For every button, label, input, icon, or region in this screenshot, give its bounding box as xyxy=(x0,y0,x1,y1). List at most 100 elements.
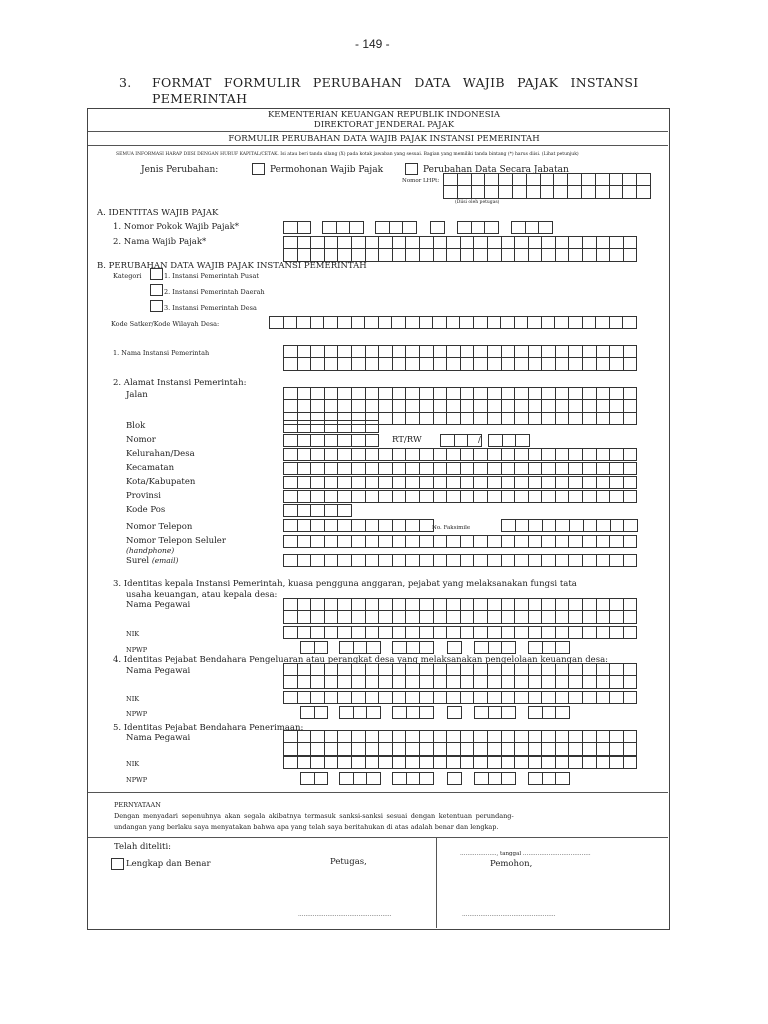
char-cell[interactable] xyxy=(501,463,516,476)
char-cell[interactable] xyxy=(569,346,584,359)
npwp-segment[interactable] xyxy=(447,641,462,655)
char-cell[interactable] xyxy=(379,491,393,504)
char-cell[interactable] xyxy=(284,536,298,549)
char-cell[interactable] xyxy=(448,642,462,655)
char-cell[interactable] xyxy=(406,237,420,250)
char-cell[interactable] xyxy=(444,186,458,199)
char-cell[interactable] xyxy=(609,317,624,330)
npwp-segment[interactable] xyxy=(339,772,381,786)
char-cell[interactable] xyxy=(379,463,393,476)
char-cell[interactable] xyxy=(392,249,407,262)
char-cell[interactable] xyxy=(297,520,312,533)
char-cell[interactable] xyxy=(474,358,488,371)
char-cell[interactable] xyxy=(311,249,325,262)
char-cell[interactable] xyxy=(284,463,298,476)
npwp-segment[interactable] xyxy=(300,641,329,655)
char-cell[interactable] xyxy=(569,449,584,462)
char-cell[interactable] xyxy=(583,692,597,705)
char-cell[interactable] xyxy=(610,536,624,549)
char-cell[interactable] xyxy=(623,743,638,756)
char-cell[interactable] xyxy=(569,237,584,250)
char-cell[interactable] xyxy=(582,317,597,330)
char-cell[interactable] xyxy=(431,222,445,235)
char-cell[interactable] xyxy=(501,449,516,462)
char-cell[interactable] xyxy=(515,491,529,504)
char-cell[interactable] xyxy=(460,627,475,640)
char-cell[interactable] xyxy=(351,664,366,677)
char-cell[interactable] xyxy=(487,346,502,359)
char-cell[interactable] xyxy=(297,627,312,640)
char-cell[interactable] xyxy=(460,449,475,462)
char-cell[interactable] xyxy=(338,611,352,624)
char-cell[interactable] xyxy=(406,412,420,425)
char-cell[interactable] xyxy=(353,642,368,655)
char-cell[interactable] xyxy=(610,237,624,250)
char-cell[interactable] xyxy=(542,249,556,262)
char-cell[interactable] xyxy=(338,692,352,705)
char-cell[interactable] xyxy=(542,400,556,413)
char-cell[interactable] xyxy=(284,627,298,640)
char-cell[interactable] xyxy=(297,421,312,434)
char-cell[interactable] xyxy=(447,463,461,476)
char-cell[interactable] xyxy=(419,491,434,504)
lengkap-checkbox[interactable] xyxy=(111,858,124,870)
char-cell[interactable] xyxy=(338,388,352,401)
char-cell[interactable] xyxy=(540,186,555,199)
char-cell[interactable] xyxy=(487,412,502,425)
char-cell[interactable] xyxy=(458,222,472,235)
char-cell[interactable] xyxy=(596,664,611,677)
char-cell[interactable] xyxy=(596,491,611,504)
char-cell[interactable] xyxy=(596,555,611,568)
char-cell[interactable] xyxy=(365,664,380,677)
char-cell[interactable] xyxy=(542,520,557,533)
char-cell[interactable] xyxy=(501,599,516,612)
char-cell[interactable] xyxy=(419,627,434,640)
char-cell[interactable] xyxy=(460,555,475,568)
char-cell[interactable] xyxy=(623,491,638,504)
char-cell[interactable] xyxy=(338,449,352,462)
npwp-segment[interactable] xyxy=(392,641,434,655)
char-cell[interactable] xyxy=(441,435,455,448)
char-cell[interactable] xyxy=(502,773,516,786)
char-cell[interactable] xyxy=(583,627,597,640)
char-cell[interactable] xyxy=(473,317,488,330)
char-cell[interactable] xyxy=(528,599,543,612)
char-cell[interactable] xyxy=(583,611,597,624)
char-cell[interactable] xyxy=(393,773,407,786)
char-cell[interactable] xyxy=(351,388,366,401)
char-cell[interactable] xyxy=(474,757,488,770)
char-cell[interactable] xyxy=(406,642,421,655)
char-cell[interactable] xyxy=(447,388,461,401)
char-cell[interactable] xyxy=(297,346,312,359)
char-cell[interactable] xyxy=(460,388,475,401)
char-cell[interactable] xyxy=(487,555,502,568)
char-cell[interactable] xyxy=(516,435,530,448)
char-cell[interactable] xyxy=(338,463,352,476)
char-cell[interactable] xyxy=(583,555,597,568)
char-cell[interactable] xyxy=(340,707,354,720)
char-cell[interactable] xyxy=(446,317,461,330)
char-cell[interactable] xyxy=(447,743,461,756)
char-cell[interactable] xyxy=(284,421,298,434)
char-cell[interactable] xyxy=(406,599,420,612)
char-cell[interactable] xyxy=(297,317,311,330)
char-cell[interactable] xyxy=(406,731,420,744)
char-cell[interactable] xyxy=(379,731,393,744)
char-cell[interactable] xyxy=(596,449,611,462)
char-cell[interactable] xyxy=(623,599,638,612)
char-cell[interactable] xyxy=(419,249,434,262)
char-cell[interactable] xyxy=(324,664,339,677)
char-cell[interactable] xyxy=(528,237,543,250)
char-cell[interactable] xyxy=(297,435,312,448)
npwp-segment[interactable] xyxy=(528,706,570,720)
char-cell[interactable] xyxy=(501,237,516,250)
char-cell[interactable] xyxy=(555,676,570,689)
item3-nama-input[interactable] xyxy=(283,598,638,624)
char-cell[interactable] xyxy=(310,317,325,330)
char-cell[interactable] xyxy=(392,731,407,744)
char-cell[interactable] xyxy=(515,463,529,476)
char-cell[interactable] xyxy=(392,317,406,330)
char-cell[interactable] xyxy=(379,346,393,359)
char-cell[interactable] xyxy=(419,757,434,770)
char-cell[interactable] xyxy=(365,421,380,434)
